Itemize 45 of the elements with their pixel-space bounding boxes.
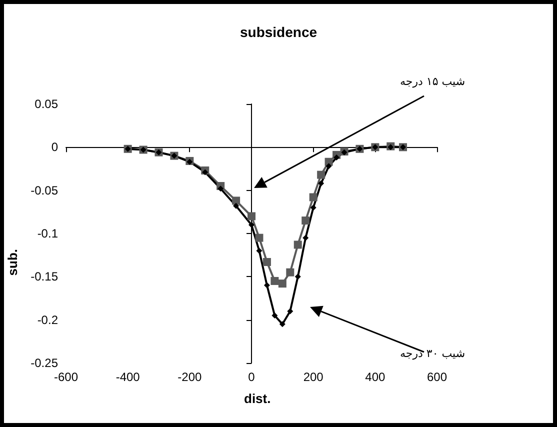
y-axis-title: sub. <box>5 248 20 276</box>
y-tick-label: 0 <box>51 140 58 154</box>
y-tick-label: -0.1 <box>37 226 58 240</box>
point <box>326 163 332 170</box>
point <box>287 308 294 314</box>
point <box>317 170 326 179</box>
y-tick-label: -0.25 <box>30 356 58 370</box>
x-tick-label: 0 <box>248 370 256 384</box>
point <box>248 212 256 220</box>
x-tick-label: 600 <box>426 370 448 384</box>
annotation: شیب ۳۰ درجه <box>400 347 466 360</box>
y-tick-label: -0.05 <box>30 183 58 198</box>
point <box>262 258 271 266</box>
point <box>278 280 286 288</box>
point <box>233 202 240 209</box>
x-axis-title: dist. <box>244 391 271 406</box>
point <box>279 321 286 328</box>
x-tick-label: -400 <box>116 370 140 384</box>
point <box>232 196 240 205</box>
point <box>248 222 254 228</box>
x-tick-label: -600 <box>54 370 78 384</box>
point <box>256 248 262 254</box>
point <box>255 234 264 242</box>
point <box>202 169 208 176</box>
y-tick-label: -0.15 <box>30 270 58 284</box>
point <box>294 240 302 249</box>
point <box>272 312 278 319</box>
y-tick-label: 0.05 <box>34 97 58 111</box>
point <box>264 282 270 288</box>
x-tick-label: -200 <box>178 370 202 384</box>
point <box>309 193 318 202</box>
point <box>302 234 309 241</box>
chart-title: subsidence <box>240 24 318 40</box>
point <box>294 274 301 280</box>
x-tick-label: 400 <box>365 370 386 384</box>
point <box>286 268 294 276</box>
point <box>270 276 279 285</box>
point <box>334 154 340 161</box>
text: شیب ۱۵ درجه <box>400 75 466 88</box>
x-tick-label: 200 <box>303 370 324 384</box>
point <box>218 186 224 192</box>
point <box>318 180 324 186</box>
y-tick-label: -0.2 <box>37 312 58 327</box>
point <box>302 216 310 225</box>
point <box>310 204 316 211</box>
